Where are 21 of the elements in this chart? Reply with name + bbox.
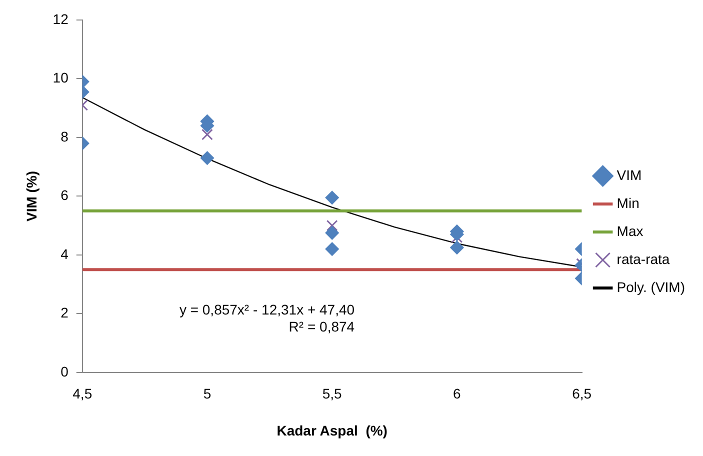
x-tick-label: 6	[453, 386, 462, 402]
x-tick-label: 4,5	[72, 386, 92, 402]
x-axis-title: Kadar Aspal (%)	[276, 422, 388, 438]
x-tick-label: 5	[203, 386, 212, 402]
y-tick-label: 0	[60, 363, 69, 380]
y-tick-label: 12	[52, 10, 69, 27]
y-tick-label: 10	[52, 70, 69, 86]
legend-label: Min	[616, 194, 640, 211]
y-tick-label: 4	[60, 246, 69, 262]
annotation: R² = 0,874	[288, 318, 355, 334]
annotation: y = 0,857x² - 12,31x + 47,40	[179, 301, 355, 318]
legend-label: VIM	[616, 166, 642, 183]
y-tick-label: 2	[60, 304, 69, 321]
y-axis-title: VIM (%)	[23, 170, 40, 222]
legend-label: rata-rata	[616, 250, 670, 267]
legend-label: Max	[616, 222, 644, 239]
y-tick-label: 6	[60, 187, 69, 204]
y-tick-label: 8	[60, 128, 69, 144]
x-tick-label: 5,5	[322, 386, 342, 402]
x-tick-label: 6,5	[572, 386, 592, 402]
legend-label: Poly. (VIM)	[616, 278, 686, 295]
